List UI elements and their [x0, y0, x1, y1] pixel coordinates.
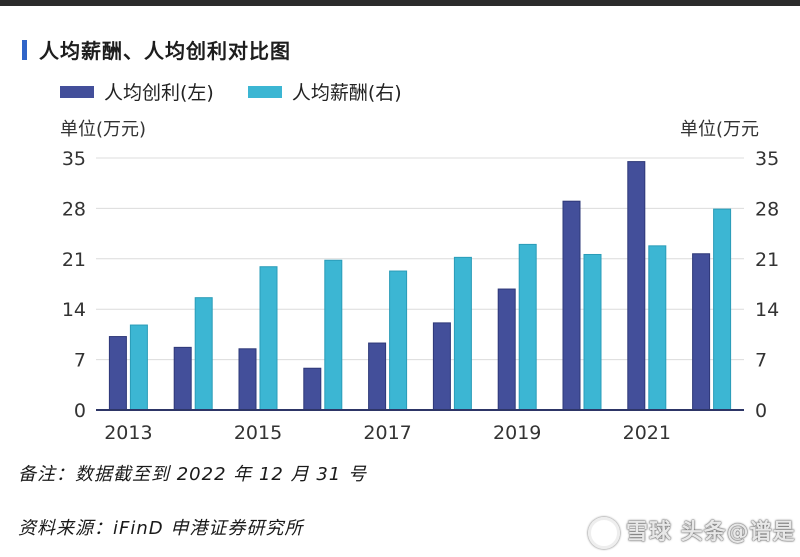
bar-salary [713, 208, 732, 411]
right-axis-unit: 单位(万元 [680, 119, 760, 140]
legend-item-profit: 人均创利(左) [60, 78, 214, 105]
bar-profit [238, 348, 257, 411]
y-tick-label-right: 0 [755, 400, 767, 422]
x-tick-label: 2017 [363, 422, 411, 444]
data-note: 备注：数据截至到 2022 年 12 月 31 号 [18, 464, 367, 485]
watermark-logo-icon [588, 517, 620, 549]
bar-profit [303, 367, 322, 411]
bar-salary [129, 324, 148, 411]
bar-profit [497, 288, 516, 411]
x-tick-label: 2021 [623, 422, 671, 444]
legend: 人均创利(左) 人均薪酬(右) [60, 78, 436, 105]
bar-salary [259, 266, 278, 411]
y-tick-label-left: 14 [62, 299, 86, 321]
title-marker [22, 39, 27, 60]
source-note: 资料来源：iFinD 申港证券研究所 [18, 518, 304, 539]
x-tick-label: 2019 [493, 422, 541, 444]
bar-salary [453, 256, 472, 411]
y-tick-label-right: 21 [755, 249, 779, 271]
bar-salary [583, 253, 602, 411]
bar-profit [432, 322, 451, 411]
bar-profit [627, 161, 646, 411]
bar-salary [324, 259, 343, 411]
y-tick-label-left: 7 [74, 350, 86, 372]
legend-item-salary: 人均薪酬(右) [247, 78, 402, 105]
y-tick-label-left: 21 [62, 249, 86, 271]
bar-profit [173, 346, 192, 411]
bar-salary [518, 243, 537, 411]
top-rule [0, 0, 800, 6]
chart-title: 人均薪酬、人均创利对比图 [39, 39, 291, 63]
y-tick-label-right: 28 [755, 198, 779, 220]
y-tick-label-left: 28 [62, 198, 86, 220]
y-tick-label-right: 35 [755, 148, 779, 170]
legend-label-salary: 人均薪酬(右) [291, 82, 402, 104]
y-tick-label-right: 7 [755, 350, 767, 372]
bar-salary [389, 270, 408, 411]
watermark-text: 雪球 头条@谱是 [626, 520, 796, 545]
watermark: 雪球 头条@谱是 [588, 514, 796, 549]
legend-label-profit: 人均创利(左) [104, 82, 214, 104]
x-tick-label: 2015 [234, 422, 282, 444]
legend-swatch-profit [60, 85, 94, 98]
x-tick-label: 2013 [104, 422, 152, 444]
bar-profit [692, 253, 711, 411]
chart-title-row: 人均薪酬、人均创利对比图 [22, 35, 291, 64]
bar-profit [368, 342, 387, 411]
bar-salary [194, 297, 213, 411]
left-axis-unit: 单位(万元) [60, 119, 147, 140]
y-tick-label-left: 0 [74, 400, 86, 422]
bar-profit [108, 336, 127, 411]
y-tick-label-left: 35 [62, 148, 86, 170]
legend-swatch-salary [247, 85, 282, 98]
y-tick-label-right: 14 [755, 299, 779, 321]
bar-salary [648, 245, 667, 411]
bar-profit [562, 200, 581, 411]
